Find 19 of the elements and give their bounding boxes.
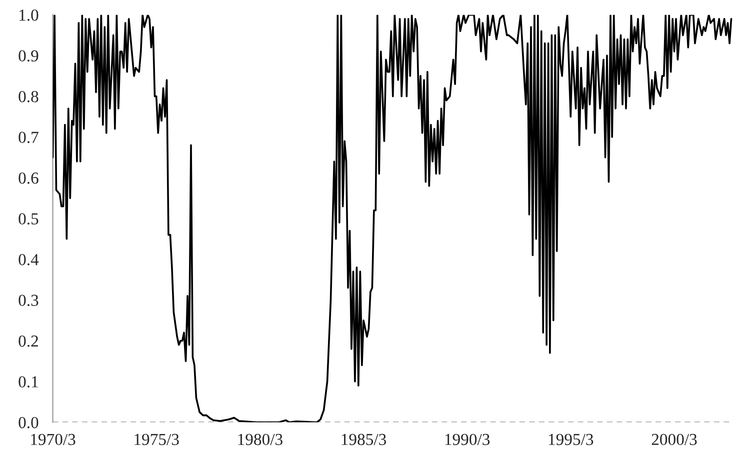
y-tick-label: 0.0 — [18, 416, 38, 428]
x-tick-label: 1995/3 — [548, 434, 594, 446]
x-tick-label: 1985/3 — [342, 434, 386, 446]
x-tick-label: 1980/3 — [238, 434, 282, 446]
y-tick-label: 0.6 — [18, 172, 38, 184]
y-tick-label: 0.4 — [18, 254, 39, 266]
x-tick-label: 1970/3 — [31, 434, 76, 446]
y-tick-label: 0.7 — [18, 132, 38, 144]
y-tick-label: 0.8 — [18, 91, 38, 102]
x-tick-label: 1975/3 — [134, 434, 179, 446]
line-series — [52, 14, 732, 422]
y-tick-label: 0.1 — [18, 376, 38, 388]
y-tick-label: 1.0 — [20, 10, 38, 21]
y-tick-label: 0.5 — [18, 213, 38, 225]
x-tick-label: 1990/3 — [445, 434, 490, 446]
y-tick-label: 0.9 — [18, 50, 38, 62]
x-tick-label: 2000/3 — [652, 434, 697, 446]
y-tick-label: 0.3 — [18, 294, 38, 306]
y-tick-label: 0.2 — [18, 335, 38, 347]
